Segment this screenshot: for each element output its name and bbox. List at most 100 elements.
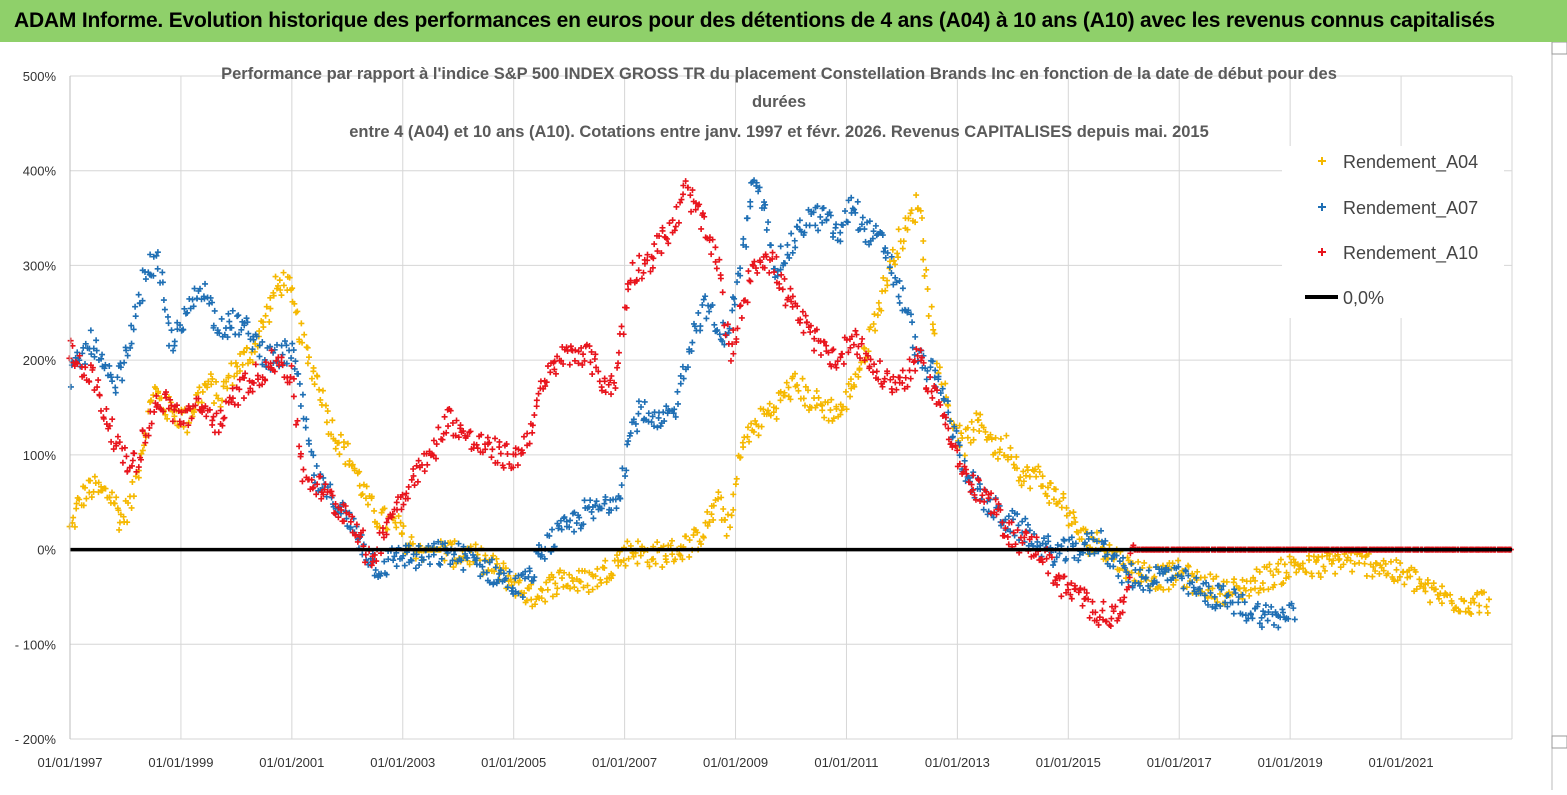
data-point xyxy=(1121,564,1128,571)
data-point xyxy=(116,526,123,533)
data-point xyxy=(881,375,888,382)
data-point xyxy=(842,208,849,215)
data-point xyxy=(304,360,311,367)
data-point xyxy=(888,253,895,260)
data-point xyxy=(975,477,982,484)
data-point xyxy=(323,419,330,426)
data-point xyxy=(677,552,684,559)
data-point xyxy=(859,335,866,342)
data-point xyxy=(777,266,784,273)
data-point xyxy=(102,361,109,368)
data-point xyxy=(320,491,327,498)
data-point xyxy=(732,481,739,488)
data-point xyxy=(371,572,378,579)
data-point xyxy=(549,526,556,533)
data-point xyxy=(837,238,844,245)
data-point xyxy=(1384,570,1391,577)
data-point xyxy=(226,318,233,325)
data-point xyxy=(641,260,648,267)
data-point xyxy=(1068,534,1075,541)
data-point xyxy=(566,571,573,578)
data-point xyxy=(956,452,963,459)
data-point xyxy=(211,400,218,407)
data-point xyxy=(638,275,645,282)
data-point xyxy=(867,356,874,363)
data-point xyxy=(781,275,788,282)
data-point xyxy=(847,344,854,351)
data-point xyxy=(195,395,202,402)
y-tick-label: 100% xyxy=(23,448,57,463)
data-point xyxy=(1413,586,1420,593)
data-point xyxy=(520,433,527,440)
data-point xyxy=(893,386,900,393)
data-point xyxy=(528,596,535,603)
data-point xyxy=(812,222,819,229)
data-point xyxy=(855,343,862,350)
data-point xyxy=(229,385,236,392)
data-point xyxy=(1197,590,1204,597)
data-point xyxy=(748,420,755,427)
data-point xyxy=(241,320,248,327)
data-point xyxy=(956,460,963,467)
data-point xyxy=(209,421,216,428)
legend-swatch xyxy=(1318,203,1326,211)
data-point xyxy=(892,261,899,268)
data-point xyxy=(744,433,751,440)
data-point xyxy=(1261,611,1268,618)
data-point xyxy=(789,293,796,300)
data-point xyxy=(855,373,862,380)
data-point xyxy=(1280,609,1286,616)
data-point xyxy=(430,452,437,459)
data-point xyxy=(1180,585,1187,592)
data-point xyxy=(1021,534,1028,541)
data-point xyxy=(704,508,711,515)
data-point xyxy=(976,481,983,488)
data-point xyxy=(904,226,911,233)
data-point xyxy=(1332,570,1339,577)
data-point xyxy=(526,565,533,572)
data-point xyxy=(521,575,528,582)
data-point xyxy=(1099,607,1106,614)
data-point xyxy=(852,327,859,334)
data-point xyxy=(124,467,131,474)
data-point xyxy=(283,360,290,367)
data-point xyxy=(859,214,866,221)
data-point xyxy=(827,212,834,219)
data-point xyxy=(185,422,192,429)
data-point xyxy=(833,221,840,228)
data-point xyxy=(968,481,975,488)
data-point xyxy=(1018,482,1025,489)
data-point xyxy=(1066,510,1073,517)
data-point xyxy=(644,559,651,566)
data-point xyxy=(205,378,212,385)
data-point xyxy=(634,428,641,435)
data-point xyxy=(242,370,249,377)
data-point xyxy=(98,407,105,414)
data-point xyxy=(129,457,136,464)
data-point xyxy=(1009,516,1016,523)
data-point xyxy=(412,565,419,572)
data-point xyxy=(937,390,944,397)
data-point xyxy=(408,557,415,564)
data-point xyxy=(992,434,999,441)
data-point xyxy=(407,556,414,563)
data-point xyxy=(1068,595,1075,602)
data-point xyxy=(550,574,557,581)
data-point xyxy=(895,254,902,261)
data-point xyxy=(811,335,818,342)
data-point xyxy=(706,308,713,315)
data-point xyxy=(1019,539,1026,546)
data-point xyxy=(478,431,485,438)
data-point xyxy=(531,412,538,419)
data-point xyxy=(945,425,952,432)
data-point xyxy=(826,209,833,216)
data-point xyxy=(834,358,841,365)
data-point xyxy=(617,495,624,502)
data-point xyxy=(1026,473,1033,480)
data-point xyxy=(1211,593,1218,600)
data-point xyxy=(959,435,966,442)
data-point xyxy=(311,472,318,479)
data-point xyxy=(753,179,760,186)
data-point xyxy=(689,339,696,346)
data-point xyxy=(464,433,471,440)
